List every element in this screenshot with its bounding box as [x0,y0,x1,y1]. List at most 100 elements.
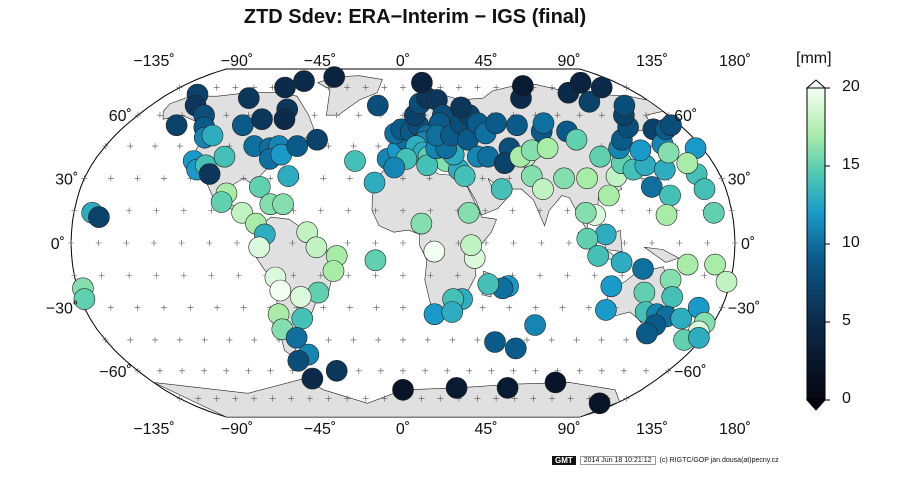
lon-tick-top: −45˚ [304,53,336,70]
station-marker[interactable] [285,326,308,349]
station-marker[interactable] [544,371,567,394]
station-marker[interactable] [210,191,233,213]
station-marker[interactable] [536,137,559,159]
station-marker[interactable] [416,154,439,177]
station-marker[interactable] [201,124,224,147]
station-marker[interactable] [524,314,546,336]
station-marker[interactable] [576,227,599,250]
station-marker[interactable] [702,202,725,224]
lon-tick-bottom: −45˚ [304,421,336,438]
station-marker[interactable] [532,112,555,134]
station-marker[interactable] [287,349,310,372]
station-marker[interactable] [590,76,613,99]
station-marker[interactable] [88,206,110,228]
station-marker[interactable] [273,108,296,130]
station-marker[interactable] [450,96,472,119]
station-marker[interactable] [277,165,300,187]
station-marker[interactable] [676,152,699,174]
station-marker[interactable] [274,76,296,99]
station-marker[interactable] [597,184,620,207]
station-marker[interactable] [485,112,507,134]
station-marker[interactable] [411,71,433,94]
grid-cross [576,112,583,119]
station-marker[interactable] [511,75,534,97]
station-marker[interactable] [213,145,236,168]
grid-cross [176,336,183,343]
station-marker[interactable] [460,234,483,256]
station-marker[interactable] [610,251,633,274]
station-marker[interactable] [715,270,738,293]
station-marker[interactable] [165,114,188,136]
station-marker[interactable] [640,176,663,198]
station-marker[interactable] [595,299,617,321]
station-marker[interactable] [569,71,592,94]
station-marker[interactable] [655,204,678,226]
station-marker[interactable] [286,135,309,157]
station-marker[interactable] [600,275,623,298]
station-marker[interactable] [506,114,528,136]
station-marker[interactable] [633,281,656,304]
station-marker[interactable] [410,212,433,235]
station-marker[interactable] [659,184,681,207]
station-marker[interactable] [457,202,480,224]
station-marker[interactable] [588,392,611,415]
station-marker[interactable] [635,322,658,345]
station-marker[interactable] [293,70,315,92]
station-marker[interactable] [484,331,506,353]
station-marker[interactable] [445,377,468,399]
station-marker[interactable] [251,108,273,130]
station-marker[interactable] [366,94,389,117]
station-marker[interactable] [344,150,366,172]
station-marker[interactable] [587,245,609,267]
station-marker[interactable] [660,114,682,136]
station-marker[interactable] [73,288,96,310]
station-marker[interactable] [594,223,617,246]
station-marker[interactable] [632,258,654,280]
station-marker[interactable] [392,378,414,401]
grid-cross [372,240,379,246]
station-marker[interactable] [383,156,406,179]
station-marker[interactable] [305,236,328,259]
station-marker[interactable] [423,240,446,263]
grid-cross [325,143,332,150]
station-marker[interactable] [323,66,346,88]
station-marker[interactable] [306,128,328,151]
station-marker[interactable] [322,260,345,282]
station-marker[interactable] [198,163,221,185]
station-marker[interactable] [232,114,254,136]
station-marker[interactable] [364,249,387,272]
station-marker[interactable] [661,286,684,308]
station-marker[interactable] [589,145,612,168]
station-marker[interactable] [553,167,575,190]
station-marker[interactable] [272,193,294,215]
station-marker[interactable] [693,178,716,200]
station-marker[interactable] [532,178,554,200]
station-marker[interactable] [363,171,386,194]
station-marker[interactable] [565,128,588,151]
station-marker[interactable] [657,141,680,164]
station-marker[interactable] [704,253,726,276]
station-marker[interactable] [291,307,314,330]
station-marker[interactable] [613,94,636,117]
station-marker[interactable] [490,178,513,200]
station-marker[interactable] [453,165,476,187]
station-marker[interactable] [670,307,693,330]
station-marker[interactable] [301,367,324,390]
station-marker[interactable] [248,236,271,259]
station-marker[interactable] [248,176,271,198]
station-marker[interactable] [504,337,527,360]
station-marker[interactable] [441,301,464,323]
station-marker[interactable] [629,139,652,162]
station-marker[interactable] [289,286,312,308]
station-marker[interactable] [269,279,292,302]
station-marker[interactable] [477,273,500,295]
station-marker[interactable] [578,91,601,113]
station-marker[interactable] [676,253,699,276]
station-marker[interactable] [238,87,260,109]
grid-cross [345,207,352,214]
station-marker[interactable] [325,359,348,382]
station-marker[interactable] [688,326,710,349]
station-marker[interactable] [574,202,597,224]
station-marker[interactable] [496,377,519,399]
station-marker[interactable] [576,167,598,190]
